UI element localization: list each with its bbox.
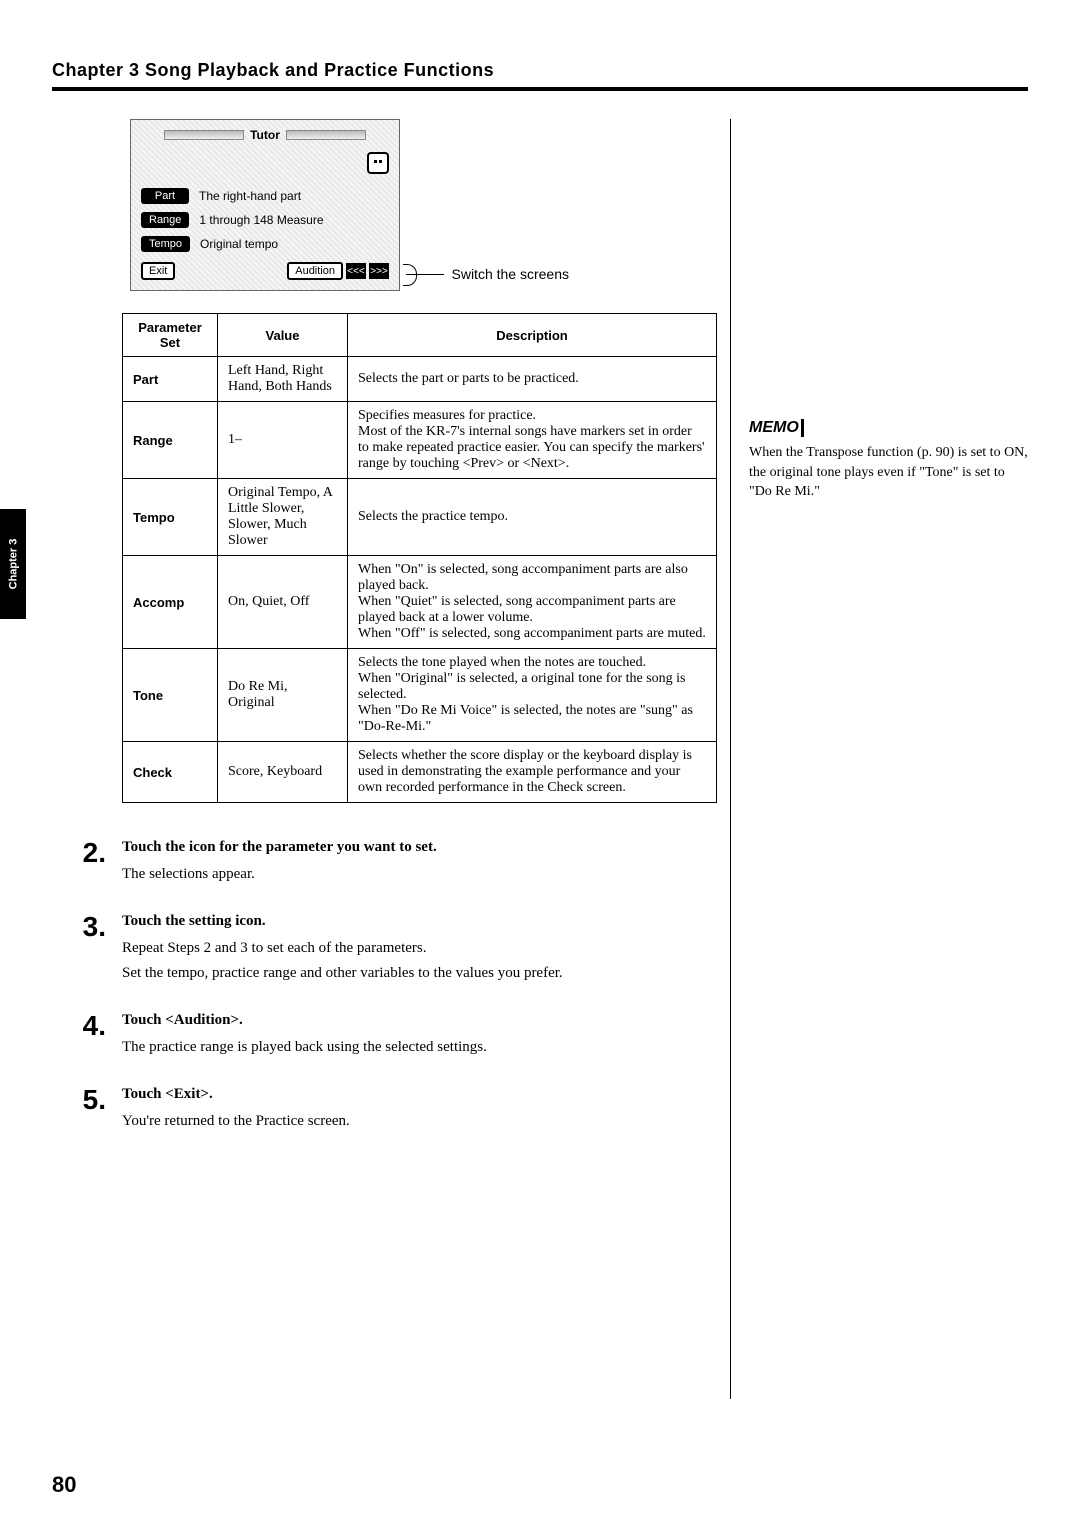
table-row: ToneDo Re Mi, OriginalSelects the tone p… bbox=[123, 649, 717, 742]
note-decor-left bbox=[164, 130, 244, 140]
exit-button[interactable]: Exit bbox=[141, 262, 175, 280]
prev-button[interactable]: <<< bbox=[346, 263, 366, 279]
step-text: Set the tempo, practice range and other … bbox=[122, 965, 712, 982]
step-number: 5. bbox=[62, 1086, 122, 1138]
next-button[interactable]: >>> bbox=[369, 263, 389, 279]
th-value: Value bbox=[218, 314, 348, 357]
step-text: Repeat Steps 2 and 3 to set each of the … bbox=[122, 940, 712, 957]
desc-cell: Selects the part or parts to be practice… bbox=[348, 357, 717, 402]
switch-callout: Switch the screens bbox=[406, 266, 570, 282]
param-set-cell: Tempo bbox=[123, 479, 218, 556]
desc-cell: When "On" is selected, song accompanimen… bbox=[348, 556, 717, 649]
switch-callout-text: Switch the screens bbox=[452, 266, 570, 282]
step-number: 2. bbox=[62, 839, 122, 891]
tempo-value: Original tempo bbox=[200, 237, 278, 251]
value-cell: Left Hand, Right Hand, Both Hands bbox=[218, 357, 348, 402]
step-number: 3. bbox=[62, 913, 122, 990]
desc-cell: Specifies measures for practice. Most of… bbox=[348, 402, 717, 479]
parameter-table: Parameter Set Value Description PartLeft… bbox=[122, 313, 717, 803]
chapter-tab-label: Chapter 3 bbox=[7, 539, 19, 590]
note-decor-right bbox=[286, 130, 366, 140]
value-cell: Score, Keyboard bbox=[218, 742, 348, 803]
tempo-button[interactable]: Tempo bbox=[141, 236, 190, 252]
range-value: 1 through 148 Measure bbox=[199, 213, 323, 227]
step: 3.Touch the setting icon.Repeat Steps 2 … bbox=[122, 913, 712, 990]
value-cell: On, Quiet, Off bbox=[218, 556, 348, 649]
memo-icon: MEMO bbox=[749, 419, 804, 437]
step-number: 4. bbox=[62, 1012, 122, 1064]
page-number: 80 bbox=[52, 1472, 76, 1498]
table-row: CheckScore, KeyboardSelects whether the … bbox=[123, 742, 717, 803]
step-text: The practice range is played back using … bbox=[122, 1039, 712, 1056]
step-text: You're returned to the Practice screen. bbox=[122, 1113, 712, 1130]
step-title: Touch the setting icon. bbox=[122, 913, 712, 930]
param-set-cell: Part bbox=[123, 357, 218, 402]
tutor-title: Tutor bbox=[250, 128, 280, 142]
tutor-screen: Tutor Part The right-hand part Range 1 t… bbox=[130, 119, 400, 291]
th-desc: Description bbox=[348, 314, 717, 357]
face-icon bbox=[367, 152, 389, 174]
desc-cell: Selects whether the score display or the… bbox=[348, 742, 717, 803]
desc-cell: Selects the practice tempo. bbox=[348, 479, 717, 556]
heading-rule bbox=[52, 87, 1028, 91]
step-title: Touch <Exit>. bbox=[122, 1086, 712, 1103]
chapter-heading: Chapter 3 Song Playback and Practice Fun… bbox=[52, 60, 1028, 81]
step-text: The selections appear. bbox=[122, 866, 712, 883]
chapter-tab: Chapter 3 bbox=[0, 509, 26, 619]
part-button[interactable]: Part bbox=[141, 188, 189, 204]
part-value: The right-hand part bbox=[199, 189, 301, 203]
step: 4.Touch <Audition>.The practice range is… bbox=[122, 1012, 712, 1064]
desc-cell: Selects the tone played when the notes a… bbox=[348, 649, 717, 742]
range-button[interactable]: Range bbox=[141, 212, 189, 228]
step-title: Touch <Audition>. bbox=[122, 1012, 712, 1029]
memo-text: When the Transpose function (p. 90) is s… bbox=[749, 443, 1028, 502]
table-row: TempoOriginal Tempo, A Little Slower, Sl… bbox=[123, 479, 717, 556]
value-cell: Original Tempo, A Little Slower, Slower,… bbox=[218, 479, 348, 556]
column-divider bbox=[730, 119, 731, 1399]
step: 5.Touch <Exit>.You're returned to the Pr… bbox=[122, 1086, 712, 1138]
param-set-cell: Accomp bbox=[123, 556, 218, 649]
param-set-cell: Check bbox=[123, 742, 218, 803]
step-title: Touch the icon for the parameter you wan… bbox=[122, 839, 712, 856]
param-set-cell: Range bbox=[123, 402, 218, 479]
table-row: Range1–Specifies measures for practice. … bbox=[123, 402, 717, 479]
th-param: Parameter Set bbox=[123, 314, 218, 357]
table-row: PartLeft Hand, Right Hand, Both HandsSel… bbox=[123, 357, 717, 402]
audition-button[interactable]: Audition bbox=[287, 262, 343, 280]
value-cell: Do Re Mi, Original bbox=[218, 649, 348, 742]
param-set-cell: Tone bbox=[123, 649, 218, 742]
step: 2.Touch the icon for the parameter you w… bbox=[122, 839, 712, 891]
value-cell: 1– bbox=[218, 402, 348, 479]
table-row: AccompOn, Quiet, OffWhen "On" is selecte… bbox=[123, 556, 717, 649]
